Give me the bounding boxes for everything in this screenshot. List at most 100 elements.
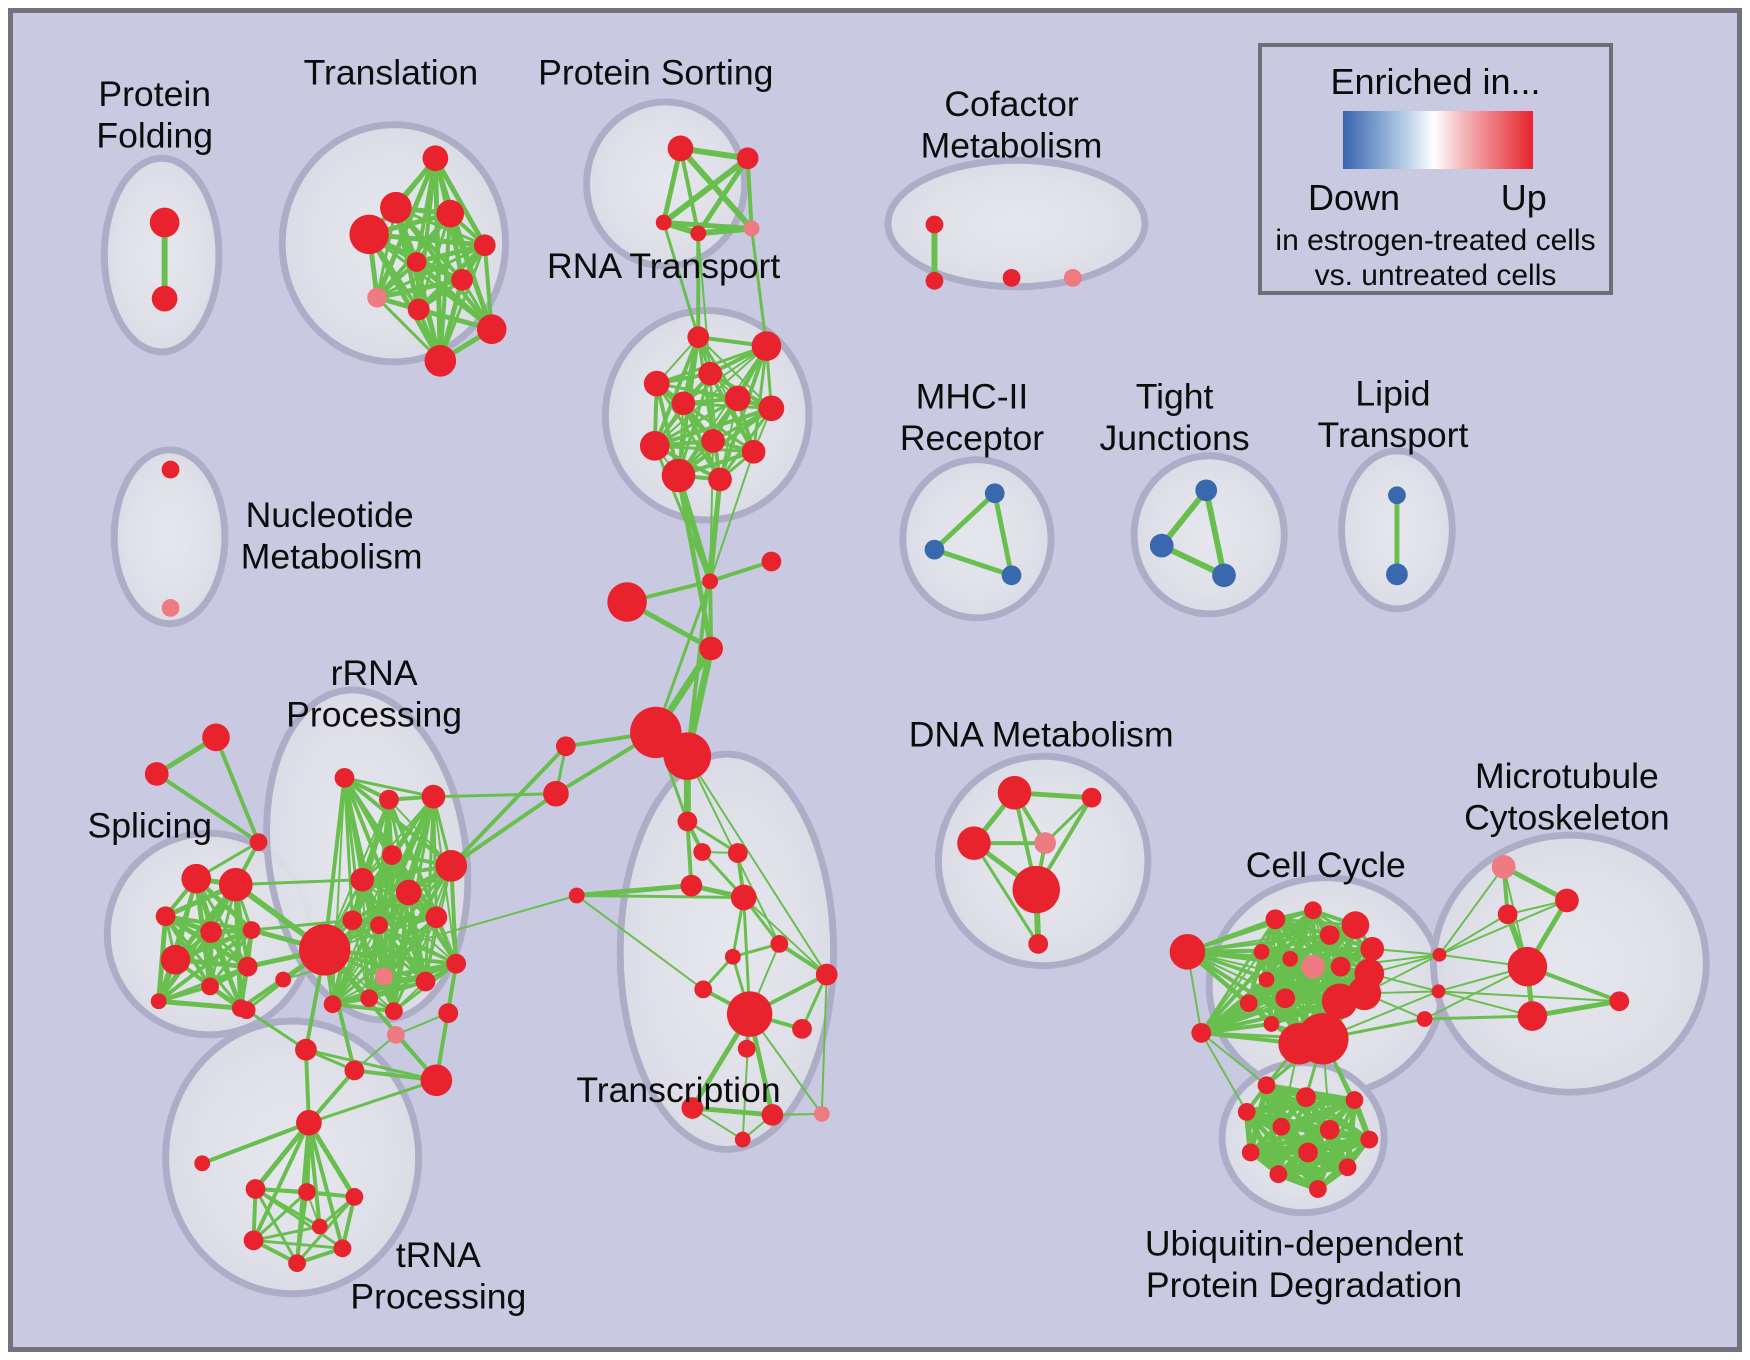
cluster-label-dna-metabolism: DNA Metabolism <box>909 714 1174 754</box>
gene-set-node-ubiquitin-degradation <box>1257 1076 1276 1095</box>
gene-set-node-connector <box>386 1025 405 1044</box>
cluster-label-trna-processing: tRNA <box>396 1235 481 1275</box>
gene-set-node-cell-cycle <box>1265 909 1286 930</box>
gene-set-node-transcription <box>681 1097 704 1119</box>
gene-set-node-translation <box>406 252 427 272</box>
edge <box>295 1191 309 1264</box>
cluster-label-cofactor-metabolism: Metabolism <box>921 125 1103 165</box>
gene-set-node-transcription <box>694 980 713 999</box>
cluster-label-protein-folding: Folding <box>96 116 213 156</box>
gene-set-node-splicing <box>150 993 167 1010</box>
gene-set-node-ubiquitin-degradation <box>1360 1130 1379 1149</box>
edge <box>576 894 704 991</box>
cluster-label-mhc-ii-receptor: Receptor <box>900 418 1044 458</box>
gene-set-node-cell-cycle <box>1263 1016 1280 1032</box>
gene-set-node-rrna-processing <box>446 953 467 974</box>
gene-set-node-translation <box>407 298 430 321</box>
gene-set-node-trna-processing <box>345 1188 364 1206</box>
gene-set-node-rna-transport <box>671 391 696 416</box>
edge <box>1439 899 1568 956</box>
cluster-label-ubiquitin-degradation: Ubiquitin-dependent <box>1145 1223 1463 1263</box>
gene-set-node-rrna-processing <box>425 906 448 929</box>
gene-set-node-connector <box>663 732 712 780</box>
cluster-label-rrna-processing: Processing <box>286 695 462 735</box>
edge <box>654 406 772 448</box>
gene-set-node-rna-transport <box>643 370 670 397</box>
gene-set-node-rna-transport <box>698 361 722 386</box>
legend-subtitle-line2: vs. untreated cells <box>1314 259 1557 292</box>
gene-set-node-rrna-processing <box>415 971 436 992</box>
gene-set-node-translation <box>473 234 496 257</box>
cluster-ellipse-mhc-ii-receptor <box>899 456 1055 622</box>
cluster-label-cofactor-metabolism: Cofactor <box>944 84 1079 124</box>
cluster-label-ubiquitin-degradation: Protein Degradation <box>1146 1265 1462 1305</box>
gene-set-node-protein-folding <box>149 207 180 238</box>
cluster-label-nucleotide-metabolism: Metabolism <box>241 537 423 577</box>
edge <box>1438 866 1505 956</box>
gene-set-node-cell-cycle <box>1258 971 1275 988</box>
cluster-label-mhc-ii-receptor: MHC-II <box>916 376 1029 416</box>
gene-set-node-connector <box>699 636 723 661</box>
gene-set-node-connector <box>702 573 719 590</box>
edge <box>367 233 443 363</box>
cluster-ellipse-cofactor-metabolism <box>884 156 1149 291</box>
edge <box>1261 933 1331 954</box>
gene-set-node-translation <box>367 287 387 308</box>
gene-set-node-trna-processing <box>296 1109 322 1136</box>
cluster-label-microtubule-cytoskeleton: Microtubule <box>1475 756 1659 796</box>
edge <box>1438 990 1533 1018</box>
gene-set-node-microtubule-cytoskeleton <box>1431 984 1446 999</box>
gene-set-node-cell-cycle <box>1282 950 1299 967</box>
edge <box>1200 951 1263 1034</box>
gene-set-node-mhc-ii-receptor <box>1001 565 1022 586</box>
gene-set-node-connector <box>607 582 647 622</box>
cluster-label-translation: Translation <box>304 52 479 92</box>
gene-set-node-splicing <box>237 956 258 977</box>
gene-set-node-rna-transport <box>661 458 696 493</box>
figure-frame: Protein Folding Translation Protein Sorting… <box>8 8 1742 1352</box>
gene-set-node-splicing <box>160 944 191 975</box>
gene-set-node-rna-transport <box>758 395 785 422</box>
edge <box>158 998 241 1011</box>
cluster-ellipse-tight-junctions <box>1130 452 1288 618</box>
cluster-label-trna-processing: Processing <box>350 1277 526 1317</box>
gene-set-node-rna-transport <box>639 431 670 461</box>
cluster-label-splicing: Splicing <box>88 805 213 845</box>
cluster-label-tight-junctions: Junctions <box>1099 418 1249 458</box>
edge <box>750 228 768 347</box>
gene-set-node-tight-junctions <box>1149 533 1174 558</box>
gene-set-node-splicing <box>218 867 253 902</box>
edge <box>235 878 363 887</box>
edge <box>254 1187 344 1250</box>
gene-set-node-trna-processing <box>243 1230 264 1251</box>
edge <box>1248 972 1370 1005</box>
gene-set-node-transcription <box>813 1105 830 1122</box>
gene-set-node-cofactor-metabolism <box>925 215 944 234</box>
edge <box>254 1188 299 1264</box>
gene-set-node-protein-sorting <box>743 220 760 237</box>
gene-set-node-ubiquitin-degradation <box>1272 1117 1291 1136</box>
gene-set-node-ubiquitin-degradation <box>1308 1180 1327 1198</box>
cluster-ellipse-protein-sorting <box>583 98 749 270</box>
gene-set-node-transcription <box>734 1131 751 1148</box>
cluster-label-rna-transport: RNA Transport <box>547 246 780 286</box>
gene-set-node-connector <box>543 780 569 807</box>
gene-set-node-ubiquitin-degradation <box>1298 1142 1318 1163</box>
edge <box>251 918 353 932</box>
edge <box>692 1105 773 1118</box>
gene-set-node-cell-cycle <box>1360 937 1385 961</box>
edge <box>661 155 750 225</box>
gene-set-node-lipid-transport <box>1386 563 1408 586</box>
cluster-label-lipid-transport: Transport <box>1318 415 1469 455</box>
edge <box>685 479 722 757</box>
edge <box>308 1078 437 1125</box>
gene-set-node-cell-cycle <box>1275 988 1296 1009</box>
edge <box>676 475 714 649</box>
gene-set-node-transcription <box>792 1019 812 1039</box>
gene-set-node-cell-cycle <box>1347 976 1382 1011</box>
edge <box>992 492 1014 576</box>
edge <box>576 894 744 899</box>
edge <box>252 1190 308 1242</box>
edge <box>449 744 568 868</box>
edge <box>378 923 457 966</box>
